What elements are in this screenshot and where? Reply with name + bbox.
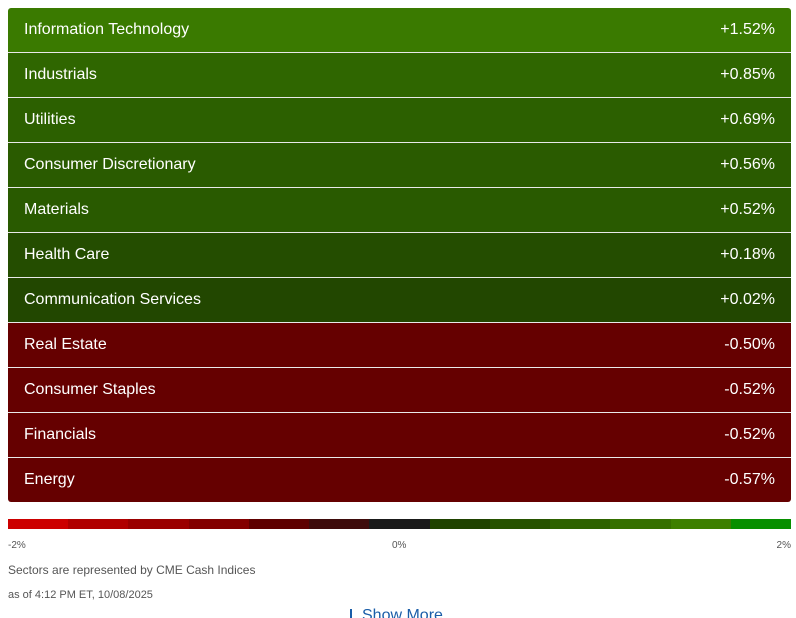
sector-change: +0.69% [720, 111, 775, 128]
sector-row[interactable]: Industrials +0.85% [8, 53, 791, 98]
sector-list: Information Technology +1.52% Industrials +… [8, 8, 791, 502]
sector-row[interactable]: Energy -0.57% [8, 458, 791, 502]
sector-change: -0.52% [724, 426, 775, 443]
color-scale-segment [248, 519, 310, 529]
sector-name: Utilities [24, 111, 76, 128]
sector-name: Health Care [24, 246, 110, 263]
sector-name: Information Technology [24, 21, 190, 38]
scale-min-label: -2% [8, 540, 26, 551]
sector-name: Real Estate [24, 336, 107, 353]
sector-change: +0.02% [720, 291, 775, 308]
show-more-button[interactable]: Show More [350, 607, 443, 618]
show-more-label: Show More [362, 607, 443, 618]
sector-row[interactable]: Materials +0.52% [8, 188, 791, 233]
color-scale-segment [68, 519, 129, 529]
color-scale-segment [188, 519, 249, 529]
sector-change: +0.56% [720, 156, 775, 173]
sector-name: Industrials [24, 66, 97, 83]
sector-change: -0.57% [724, 471, 775, 488]
sector-change: +0.52% [720, 201, 775, 218]
sector-name: Financials [24, 426, 97, 443]
color-scale-segment [730, 519, 792, 529]
color-scale-segment [670, 519, 731, 529]
color-scale-segment [309, 519, 370, 529]
sector-name: Consumer Staples [24, 381, 156, 398]
sector-change: -0.52% [724, 381, 775, 398]
sector-name: Energy [24, 471, 75, 488]
color-scale-segment [489, 519, 551, 529]
sector-change: +1.52% [720, 21, 775, 38]
sector-row[interactable]: Health Care +0.18% [8, 233, 791, 278]
plus-icon [350, 609, 352, 618]
scale-max-label: 2% [776, 540, 791, 551]
sector-name: Consumer Discretionary [24, 156, 196, 173]
sector-name: Materials [24, 201, 89, 218]
sector-name: Communication Services [24, 291, 201, 308]
sector-row[interactable]: Financials -0.52% [8, 413, 791, 458]
sector-row[interactable]: Communication Services +0.02% [8, 278, 791, 323]
scale-mid-label: 0% [392, 540, 407, 551]
source-note: Sectors are represented by CME Cash Indi… [8, 563, 256, 577]
sector-row[interactable]: Utilities +0.69% [8, 98, 791, 143]
as-of-timestamp: as of 4:12 PM ET, 10/08/2025 [8, 589, 153, 601]
color-scale-segment [8, 519, 69, 529]
sector-change: +0.85% [720, 66, 775, 83]
color-scale-labels: -2% 0% 2% [8, 540, 791, 554]
color-scale-bar [8, 519, 792, 529]
color-scale-segment [429, 519, 490, 529]
sector-row[interactable]: Information Technology +1.52% [8, 8, 791, 53]
sector-row[interactable]: Consumer Discretionary +0.56% [8, 143, 791, 188]
color-scale-segment [128, 519, 189, 529]
color-scale-segment [610, 519, 671, 529]
color-scale-segment [550, 519, 611, 529]
color-scale-segment [369, 519, 430, 529]
sector-change: +0.18% [720, 246, 775, 263]
sector-row[interactable]: Real Estate -0.50% [8, 323, 791, 368]
sector-change: -0.50% [724, 336, 775, 353]
sector-row[interactable]: Consumer Staples -0.52% [8, 368, 791, 413]
